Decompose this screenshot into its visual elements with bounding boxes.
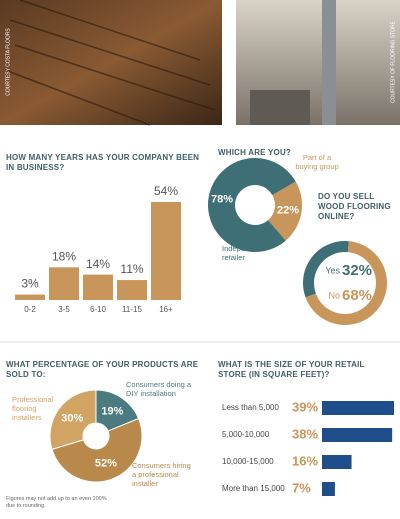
category-label: 3-5 [58,305,70,314]
chart-title: DO YOU SELL WOOD FLOORING ONLINE? [318,192,391,221]
store-pillar [322,0,336,125]
value-label: 3% [21,277,39,291]
bar [322,428,393,442]
category-label: Consumers doing a DIY installation [126,380,192,398]
value-label: 54% [154,184,178,198]
value-label: 16% [292,453,318,468]
value-label: 52% [95,458,117,470]
value-label: 22% [277,204,299,216]
bar [322,401,394,415]
bar [117,280,147,300]
photo-wood [0,0,222,125]
donut-segment [207,157,296,252]
category-label: 10,000-15,000 [222,457,274,466]
bar [151,202,181,300]
category-label: Independent retailer [222,244,264,262]
category-label: Less than 5,000 [222,403,279,412]
value-label: 7% [292,480,311,495]
category-label: 16+ [159,305,173,314]
category-label: 6-10 [90,305,107,314]
value-label: 78% [211,193,233,205]
bar [322,455,352,469]
photo-credit: COURTESY OF FLOORING STORE [390,20,396,103]
pie-segment [51,417,143,483]
donut-segment [268,181,302,241]
chart-title: HOW MANY YEARS HAS YOUR COMPANY BEEN IN … [6,153,200,172]
value-label: 18% [52,250,76,264]
ring-segment [303,240,349,298]
category-label: 5,000-10,000 [222,430,270,439]
category-label: 11-15 [122,305,142,314]
category-label: Part of a buying group [295,153,339,171]
bar [322,482,335,496]
photo-credit: COURTESY COSTA FLOORS [5,28,11,96]
category-label: More than 15,000 [222,484,285,493]
wood-planks [4,0,216,126]
chart-title: WHAT IS THE SIZE OF YOUR RETAIL STORE (I… [218,360,365,379]
bar [49,267,79,300]
chart-title: WHAT PERCENTAGE OF YOUR PRODUCTS ARE SOL… [6,360,199,379]
category-label: 0-2 [24,305,36,314]
footnote: Figures may not add up to an even 100% d… [6,496,107,509]
value-label: 32% [342,262,372,279]
category-label: Professional flooring installers [12,395,54,422]
pie-segment [49,389,97,451]
category-label: Consumers hiring a professional installe… [132,461,191,488]
store-counter [250,90,310,125]
value-label: 14% [86,257,110,271]
value-label: 11% [120,262,143,276]
value-label: 39% [292,399,318,414]
value-label: 68% [342,287,372,304]
category-label: No [328,290,340,300]
value-label: 30% [61,412,83,424]
bar [83,274,113,300]
category-label: Yes [325,265,340,275]
chart-title: WHICH ARE YOU? [218,148,292,157]
bar [15,294,45,300]
value-label: 38% [292,426,318,441]
value-label: 19% [101,405,123,417]
